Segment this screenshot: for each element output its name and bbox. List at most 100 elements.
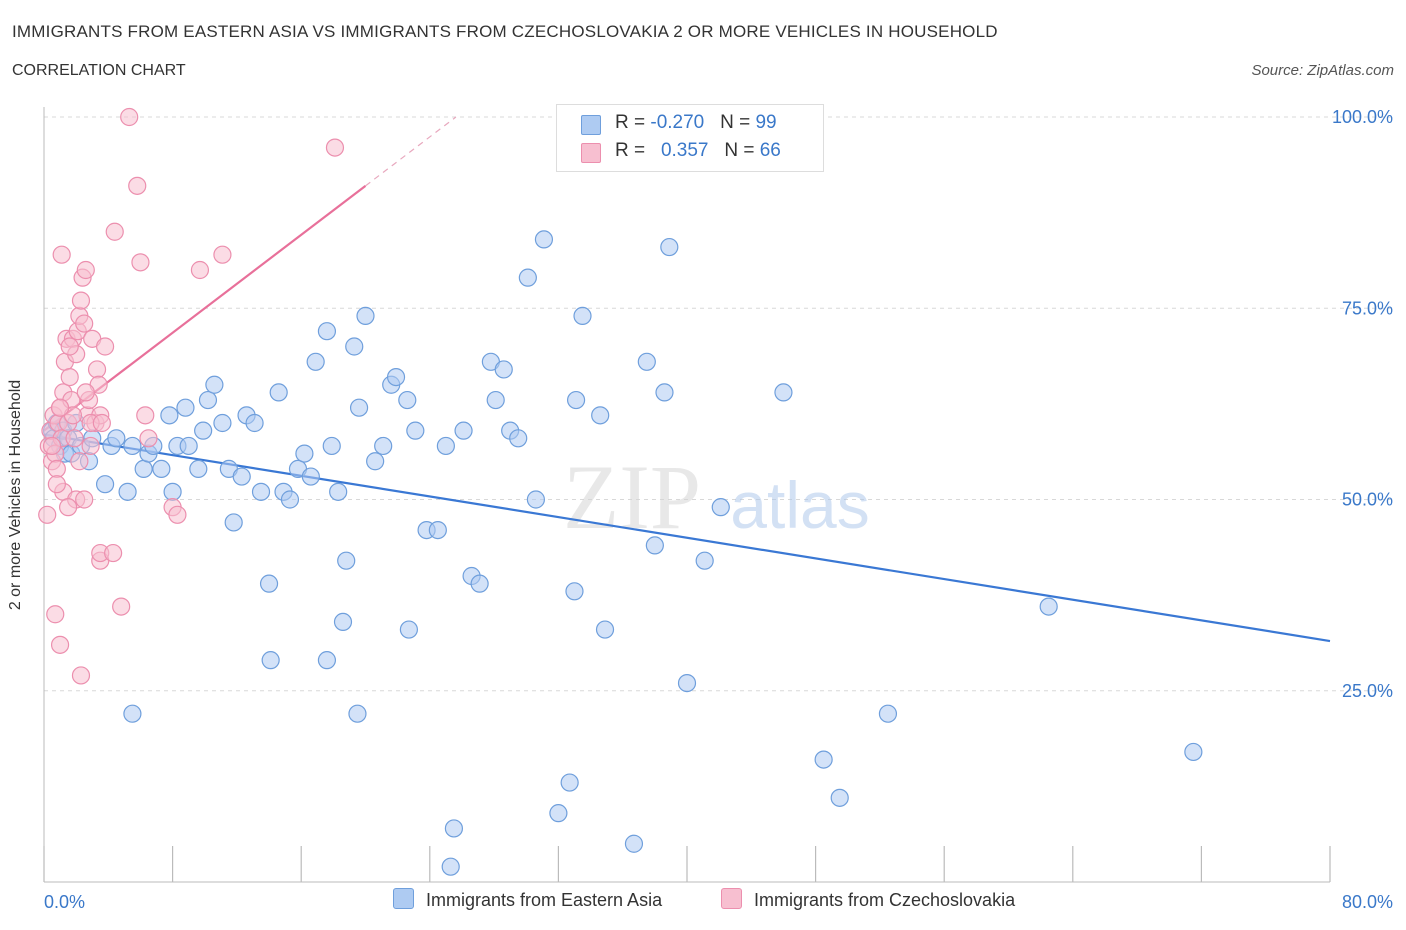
point-eastern-asia: [356, 306, 375, 325]
point-czechoslovakia: [76, 383, 95, 402]
point-czechoslovakia: [131, 253, 150, 272]
point-eastern-asia: [454, 421, 473, 440]
point-eastern-asia: [534, 230, 554, 249]
point-czechoslovakia: [104, 543, 123, 563]
point-eastern-asia: [345, 337, 364, 356]
point-eastern-asia: [280, 490, 300, 509]
point-czechoslovakia: [120, 107, 139, 127]
point-eastern-asia: [560, 773, 579, 792]
x-tick-label: 80.0%: [1342, 892, 1393, 912]
point-czechoslovakia: [47, 459, 66, 478]
point-czechoslovakia: [65, 429, 84, 448]
point-czechoslovakia: [47, 475, 66, 494]
point-czechoslovakia: [76, 260, 95, 280]
watermark: ZIP atlas: [563, 446, 870, 548]
point-eastern-asia: [295, 444, 314, 463]
point-czechoslovakia: [92, 413, 111, 433]
point-czechoslovakia: [213, 245, 232, 264]
point-eastern-asia: [301, 467, 320, 486]
point-eastern-asia: [107, 429, 126, 448]
blue-swatch: [581, 115, 601, 135]
point-eastern-asia: [436, 436, 455, 456]
blue-swatch: [393, 888, 414, 909]
point-eastern-asia: [179, 436, 198, 456]
chart-title: IMMIGRANTS FROM EASTERN ASIA VS IMMIGRAN…: [12, 22, 998, 41]
point-eastern-asia: [245, 413, 264, 433]
point-czechoslovakia: [50, 635, 70, 654]
point-eastern-asia: [695, 551, 714, 570]
point-eastern-asia: [486, 390, 505, 410]
point-eastern-asia: [205, 375, 224, 394]
point-eastern-asia: [509, 429, 528, 448]
point-eastern-asia: [317, 322, 337, 341]
point-eastern-asia: [322, 436, 341, 456]
point-eastern-asia: [399, 620, 419, 639]
tick-labels: 25.0% 50.0% 75.0% 100.0% 0.0% 80.0%: [44, 107, 1393, 912]
point-czechoslovakia: [60, 368, 79, 387]
chart-subtitle: CORRELATION CHART: [12, 62, 186, 79]
point-eastern-asia: [160, 406, 179, 425]
point-eastern-asia: [645, 536, 664, 555]
point-eastern-asia: [470, 574, 489, 593]
watermark-atlas: atlas: [730, 468, 869, 542]
point-czechoslovakia: [95, 337, 115, 356]
point-eastern-asia: [306, 352, 325, 371]
point-czechoslovakia: [46, 605, 65, 624]
point-czechoslovakia: [81, 436, 100, 456]
correlation-legend: R = -0.270 N = 99 R = 0.357 N = 66: [556, 104, 824, 172]
point-eastern-asia: [224, 513, 243, 532]
point-czechoslovakia: [136, 406, 155, 425]
point-czechoslovakia: [325, 138, 345, 157]
point-eastern-asia: [1184, 742, 1203, 762]
r-value: -0.270: [650, 112, 705, 133]
point-eastern-asia: [152, 459, 171, 478]
point-eastern-asia: [655, 383, 674, 402]
point-eastern-asia: [566, 390, 586, 410]
point-eastern-asia: [259, 574, 279, 593]
point-eastern-asia: [198, 390, 218, 410]
point-eastern-asia: [176, 398, 195, 417]
point-eastern-asia: [441, 857, 460, 876]
legend-item-eastern-asia: Immigrants from Eastern Asia: [393, 888, 662, 911]
point-eastern-asia: [366, 452, 385, 471]
y-tick-label: 25.0%: [1342, 681, 1393, 701]
point-eastern-asia: [660, 237, 679, 257]
point-eastern-asia: [591, 406, 610, 425]
point-czechoslovakia: [87, 360, 107, 379]
point-eastern-asia: [878, 704, 898, 723]
pink-swatch: [721, 888, 742, 909]
legend-label-eastern-asia: Immigrants from Eastern Asia: [426, 890, 663, 910]
data-points: [38, 107, 1203, 876]
point-eastern-asia: [95, 475, 115, 494]
point-czechoslovakia: [112, 597, 131, 616]
point-eastern-asia: [830, 788, 849, 807]
point-eastern-asia: [637, 352, 656, 371]
r-label: R =: [615, 140, 651, 161]
n-label: N =: [724, 140, 760, 161]
point-eastern-asia: [595, 620, 615, 639]
trend-line-eastern-asia: [43, 433, 1331, 643]
point-eastern-asia: [386, 368, 406, 387]
point-eastern-asia: [624, 834, 644, 853]
point-eastern-asia: [261, 651, 280, 670]
point-eastern-asia: [337, 551, 356, 570]
y-tick-label: 100.0%: [1332, 107, 1393, 127]
point-eastern-asia: [518, 268, 537, 287]
point-eastern-asia: [348, 704, 367, 723]
point-eastern-asia: [134, 459, 153, 478]
point-czechoslovakia: [59, 498, 78, 517]
point-eastern-asia: [232, 467, 251, 486]
point-eastern-asia: [428, 520, 447, 540]
point-czechoslovakia: [52, 245, 71, 264]
point-czechoslovakia: [75, 490, 94, 509]
point-eastern-asia: [677, 673, 697, 693]
point-eastern-asia: [251, 482, 271, 501]
point-eastern-asia: [711, 498, 730, 517]
point-eastern-asia: [565, 582, 584, 601]
point-czechoslovakia: [71, 666, 91, 685]
n-value: 66: [759, 140, 781, 161]
point-eastern-asia: [317, 651, 337, 670]
trend-extension-czechoslovakia: [365, 116, 457, 187]
point-czechoslovakia: [139, 429, 158, 448]
